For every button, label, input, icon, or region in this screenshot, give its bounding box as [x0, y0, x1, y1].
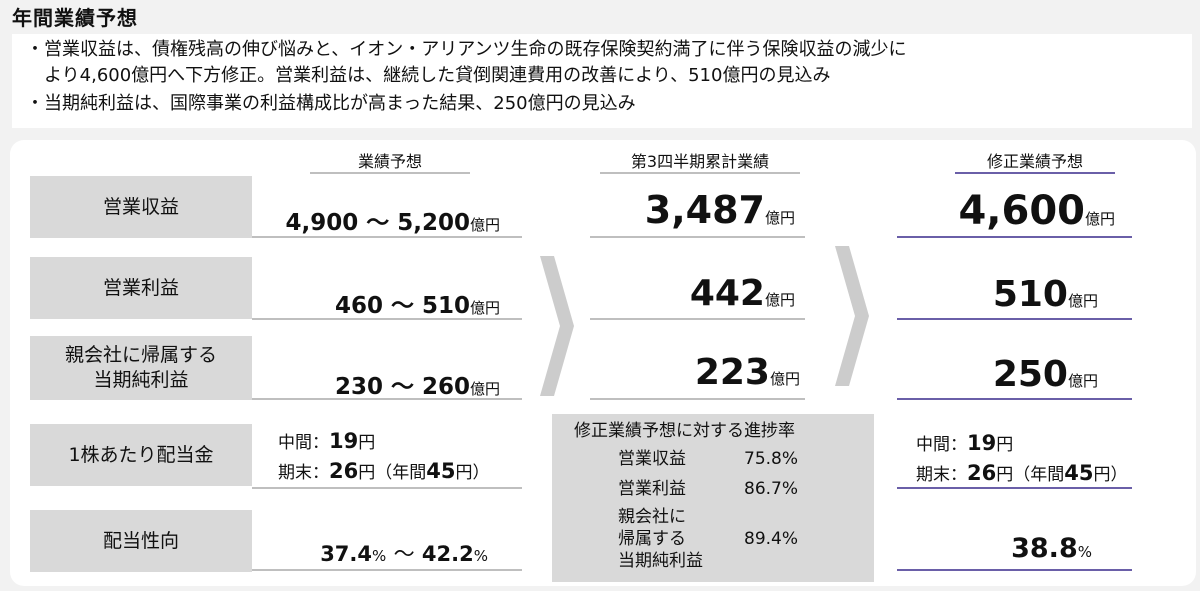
col-header-q3: 第3四半期累計業績	[630, 152, 770, 171]
forecast-op-income: 460 ～ 510億円	[334, 293, 500, 319]
row-label-dividend: 1株あたり配当金	[30, 424, 252, 486]
forecast-revenue: 4,900 ～ 5,200億円	[285, 210, 500, 236]
forecast-net-income: 230 ～ 260億円	[334, 374, 500, 400]
forecast-dividend-interim: 中間：19円	[278, 429, 376, 453]
row-label-net-income: 親会社に帰属する 当期純利益	[30, 336, 252, 400]
revised-dividend-interim: 中間：19円	[916, 431, 1014, 455]
row-divider	[252, 318, 522, 320]
col-underline-forecast	[310, 172, 470, 174]
col-header-forecast: 業績予想	[357, 152, 422, 171]
revised-net-income: 250億円	[992, 354, 1098, 395]
row-divider	[252, 236, 522, 238]
q3-op-income: 442億円	[689, 273, 795, 314]
revised-payout: 38.8%	[1011, 533, 1092, 564]
chevron-right-icon	[835, 246, 869, 386]
forecast-payout: 37.4% ～ 42.2%	[320, 542, 488, 566]
row-divider	[590, 236, 805, 238]
note-line-2: より4,600億円へ下方修正。営業利益は、継続した貸倒関連費用の改善により、51…	[26, 65, 831, 86]
row-divider	[590, 398, 805, 400]
row-label-op-income: 営業利益	[30, 257, 252, 319]
chevron-right-icon	[540, 256, 574, 396]
col-underline-q3	[600, 172, 800, 174]
row-divider	[252, 487, 522, 489]
row-divider	[897, 569, 1132, 571]
q3-revenue: 3,487億円	[644, 188, 795, 232]
progress-box: 修正業績予想に対する進捗率 営業収益 75.8% 営業利益 86.7% 親会社に…	[552, 414, 874, 582]
row-divider	[897, 318, 1132, 320]
revised-op-income: 510億円	[992, 274, 1098, 315]
col-header-revised: 修正業績予想	[986, 152, 1083, 171]
row-divider	[252, 569, 522, 571]
col-underline-revised	[955, 172, 1115, 174]
progress-value-net-income: 89.4%	[744, 529, 799, 549]
revised-dividend-final: 期末：26円（年間45円）	[916, 461, 1128, 485]
progress-label-net-income: 親会社に 帰属する 当期純利益	[618, 507, 703, 571]
row-divider	[897, 487, 1132, 489]
row-divider	[252, 398, 522, 400]
q3-net-income: 223億円	[694, 352, 800, 393]
note-line-1: ・営業収益は、債権残高の伸び悩みと、イオン・アリアンツ生命の既存保険契約満了に伴…	[26, 39, 907, 60]
revised-revenue: 4,600億円	[958, 188, 1115, 234]
page-title: 年間業績予想	[12, 6, 138, 30]
progress-value-revenue: 75.8%	[744, 449, 799, 469]
note-line-3: ・当期純利益は、国際事業の利益構成比が高まった結果、250億円の見込み	[26, 93, 636, 114]
progress-label-op-income: 営業利益	[618, 479, 686, 499]
row-label-payout: 配当性向	[30, 510, 252, 572]
row-divider	[590, 318, 805, 320]
row-divider	[897, 236, 1132, 238]
row-label-revenue: 営業収益	[30, 176, 252, 238]
progress-label-revenue: 営業収益	[618, 449, 686, 469]
notes-box: ・営業収益は、債権残高の伸び悩みと、イオン・アリアンツ生命の既存保険契約満了に伴…	[12, 34, 1192, 128]
row-divider	[897, 398, 1132, 400]
forecast-dividend-final: 期末：26円（年間45円）	[278, 459, 490, 483]
progress-title: 修正業績予想に対する進捗率	[574, 421, 795, 441]
progress-value-op-income: 86.7%	[744, 479, 799, 499]
